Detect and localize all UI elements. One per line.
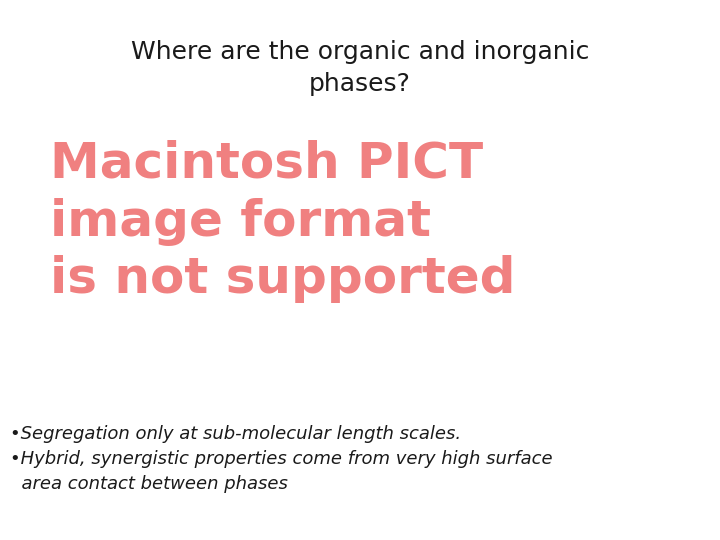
Text: Where are the organic and inorganic
phases?: Where are the organic and inorganic phas… xyxy=(131,40,589,96)
Text: Macintosh PICT
image format
is not supported: Macintosh PICT image format is not suppo… xyxy=(50,140,516,303)
Text: •Segregation only at sub-molecular length scales.
•Hybrid, synergistic propertie: •Segregation only at sub-molecular lengt… xyxy=(10,425,553,493)
